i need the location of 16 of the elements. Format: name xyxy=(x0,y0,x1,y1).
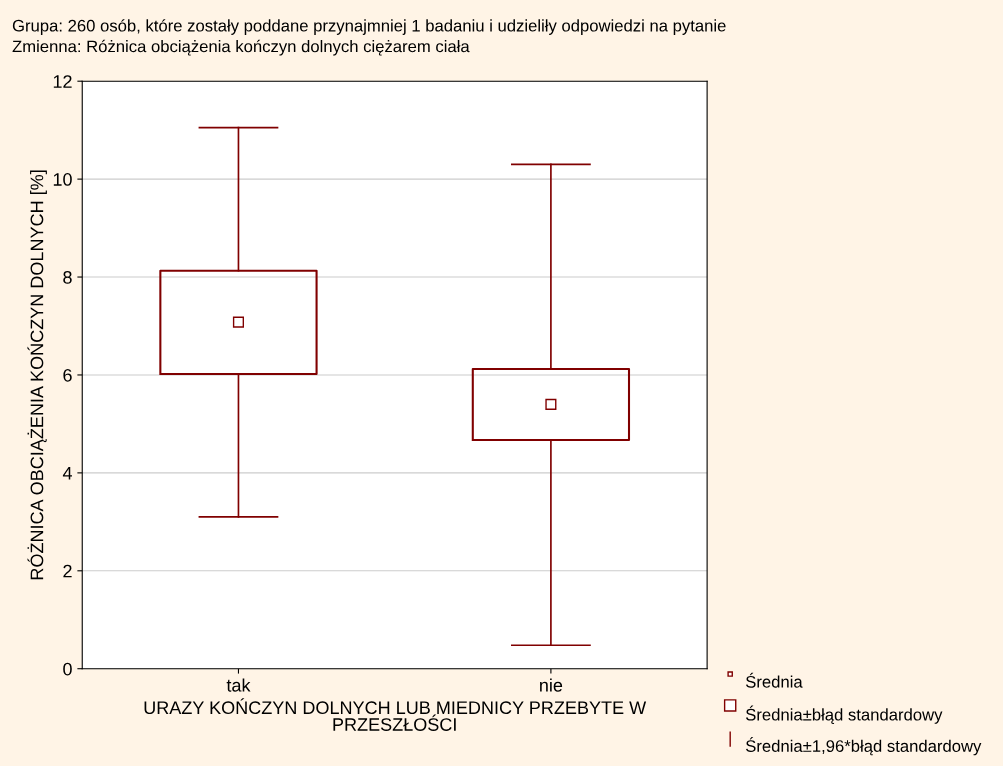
y-axis-title: RÓŻNICA OBCIĄŻENIA KOŃCZYN DOLNYCH [%] xyxy=(27,170,47,580)
x-axis-title: URAZY KOŃCZYN DOLNYCH LUB MIEDNICY PRZEBYTE W PRZESZŁOŚCI xyxy=(144,698,647,731)
text: Średnia xyxy=(745,672,803,688)
x-tick-label: tak xyxy=(226,678,251,692)
y-tick-label: 6 xyxy=(63,368,72,382)
chart-subtitle: Zmienna: Różnica obciążenia kończyn dolnych ciężarem ciała xyxy=(12,39,470,56)
y-tick-label: 10 xyxy=(53,173,72,186)
y-tick-label: 2 xyxy=(63,564,72,578)
x-tick-label: nie xyxy=(540,678,563,692)
y-tick-label: 0 xyxy=(63,662,72,676)
text: Średnia±1,96*błąd standardowy xyxy=(745,736,982,756)
y-tick-label: 12 xyxy=(53,75,72,88)
y-tick-label: 8 xyxy=(63,270,72,284)
y-tick-label: 4 xyxy=(62,467,72,480)
chart-title: Grupa: 260 osób, które zostały poddane przynajmniej 1 badaniu i udzieliły odpowiedzi na pytanie xyxy=(12,19,726,35)
text: Średnia±błąd standardowy xyxy=(745,705,943,724)
